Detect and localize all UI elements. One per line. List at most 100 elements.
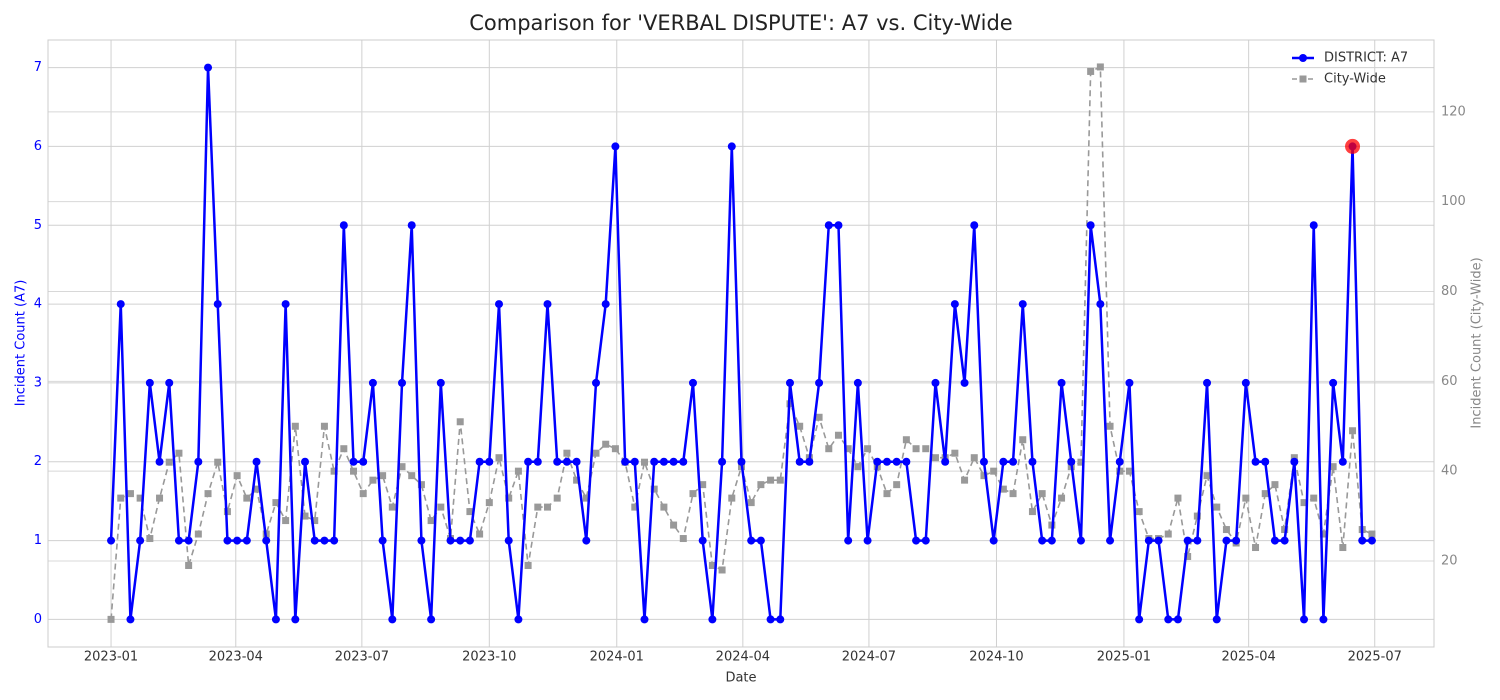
series-marker [388,503,396,511]
series-marker [1271,481,1279,489]
x-tick-label: 2023-04 [209,650,263,665]
series-marker [1067,457,1076,466]
series-marker [349,457,358,466]
series-marker [126,615,135,624]
y-tick-label: 2 [34,454,42,469]
series-marker [369,476,377,484]
y-tick-label: 5 [34,218,42,233]
series-marker [912,536,921,545]
series-marker [689,490,697,498]
series-marker [1310,494,1318,502]
series-marker [446,536,455,545]
series-marker [1329,378,1338,387]
series-marker [1368,530,1376,538]
series-marker [524,457,533,466]
series-marker [611,142,620,151]
series-marker [679,535,687,543]
series-marker [1144,536,1153,545]
series-marker [572,457,581,466]
series-marker [126,490,134,498]
series-marker [979,457,988,466]
series-marker [864,445,872,453]
series-marker [699,481,707,489]
series-marker [301,512,309,520]
series-marker [844,445,852,453]
series-marker [194,530,202,538]
y2-tick-label: 80 [1441,284,1458,299]
series-marker [1349,427,1357,435]
series-marker [853,378,862,387]
series-marker [844,536,853,545]
series-marker [282,517,290,525]
series-marker [281,300,290,309]
series-marker [1154,536,1163,545]
series-marker [214,458,222,466]
series-marker [747,536,756,545]
series-marker [339,221,348,230]
series-marker [882,457,891,466]
y2-tick-label: 120 [1441,104,1466,119]
series-marker [408,472,416,480]
series-marker [514,467,522,475]
series-marker [252,457,261,466]
series-marker [485,457,494,466]
series-marker [582,536,591,545]
series-marker [815,413,823,421]
series-marker [165,458,173,466]
series-marker [1281,526,1289,534]
series-marker [1367,536,1376,545]
series-marker [659,457,668,466]
y2-tick-label: 40 [1441,464,1458,479]
series-marker [582,494,590,502]
y-tick-label: 7 [34,60,42,75]
series-marker [1290,454,1298,462]
series-marker [291,615,300,624]
series-marker [417,481,425,489]
series-marker [223,536,232,545]
series-marker [485,499,493,507]
series-marker [398,463,406,471]
series-marker [175,449,183,457]
series-marker [737,457,746,466]
series-marker [184,536,193,545]
series-marker [621,457,630,466]
series-marker [650,485,658,493]
x-tick-label: 2023-07 [335,650,389,665]
series-marker [931,378,940,387]
series-marker [795,457,804,466]
series-marker [863,536,872,545]
series-marker [543,300,552,309]
series-marker [767,476,775,484]
series-marker [1309,221,1318,230]
series-marker [698,536,707,545]
series-marker [1339,544,1347,552]
series-marker [1135,508,1143,516]
series-marker [117,494,125,502]
series-marker [359,490,367,498]
series-marker [708,561,716,569]
series-marker [592,449,600,457]
series-marker [640,615,649,624]
series-marker [378,536,387,545]
series-marker [1009,457,1018,466]
series-marker [602,440,610,448]
series-marker [1028,457,1037,466]
series-marker [892,457,901,466]
series-marker [359,457,368,466]
series-marker [1096,300,1105,309]
series-marker [301,457,310,466]
series-marker [1280,536,1289,545]
series-marker [417,536,426,545]
series-marker [427,615,436,624]
x-tick-label: 2024-07 [842,650,896,665]
series-marker [504,536,513,545]
series-marker [1193,536,1202,545]
series-marker [1242,494,1250,502]
x-tick-label: 2024-10 [969,650,1023,665]
series-marker [1290,457,1299,466]
series-marker [437,503,445,511]
series-marker [436,378,445,387]
series-marker [156,494,164,502]
series-marker [902,457,911,466]
x-tick-label: 2024-01 [590,650,644,665]
